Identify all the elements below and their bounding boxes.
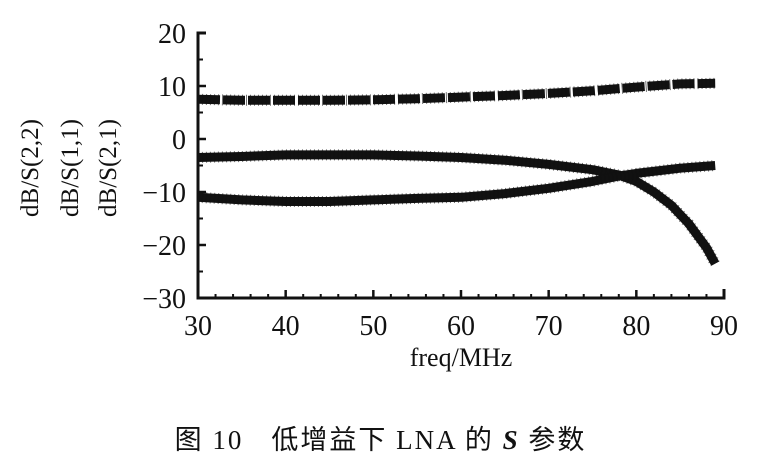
x-tick-label: 70 — [535, 311, 563, 342]
x-tick-label: 40 — [272, 311, 300, 342]
x-tick-label: 80 — [622, 311, 650, 342]
x-tick-label: 60 — [447, 311, 475, 342]
caption-symbol: S — [502, 425, 520, 455]
x-tick-label: 30 — [184, 311, 212, 342]
series-texture — [197, 149, 721, 267]
y-axis-ticks: 20 10 0 −10 −20 −30 — [142, 19, 206, 315]
y-tick-label: −10 — [142, 178, 186, 209]
y-tick-label: 0 — [172, 125, 186, 156]
data-series — [197, 77, 721, 267]
y-tick-label: −30 — [142, 284, 186, 315]
caption-text-end: 参数 — [528, 425, 587, 455]
x-axis-title: freq/MHz — [410, 343, 513, 372]
series-line-s22 — [197, 161, 716, 206]
series-line-s21 — [197, 78, 716, 105]
y-tick-label: 20 — [158, 19, 186, 50]
y-axis-labels: dB/S(2,2) dB/S(1,1) dB/S(2,1) — [17, 119, 122, 217]
y-tick-label: 10 — [158, 72, 186, 103]
x-tick-label: 90 — [710, 311, 738, 342]
y-axis-title: dB/S(2,2) — [17, 119, 44, 217]
y-tick-label: −20 — [142, 231, 186, 262]
s-parameter-chart: dB/S(2,2) dB/S(1,1) dB/S(2,1) 20 10 0 −10 −20 −… — [17, 19, 738, 372]
figure-number: 图 10 — [174, 425, 244, 455]
x-tick-label: 50 — [359, 311, 387, 342]
caption-text: 低增益下 LNA 的 — [271, 425, 494, 455]
axes-frame — [196, 31, 726, 300]
y-axis-title: dB/S(2,1) — [95, 119, 122, 217]
figure-caption: 图 10 低增益下 LNA 的 S 参数 — [0, 418, 761, 457]
x-axis-ticks: 30 40 50 60 70 80 90 — [184, 290, 738, 342]
y-axis-title: dB/S(1,1) — [57, 119, 84, 217]
